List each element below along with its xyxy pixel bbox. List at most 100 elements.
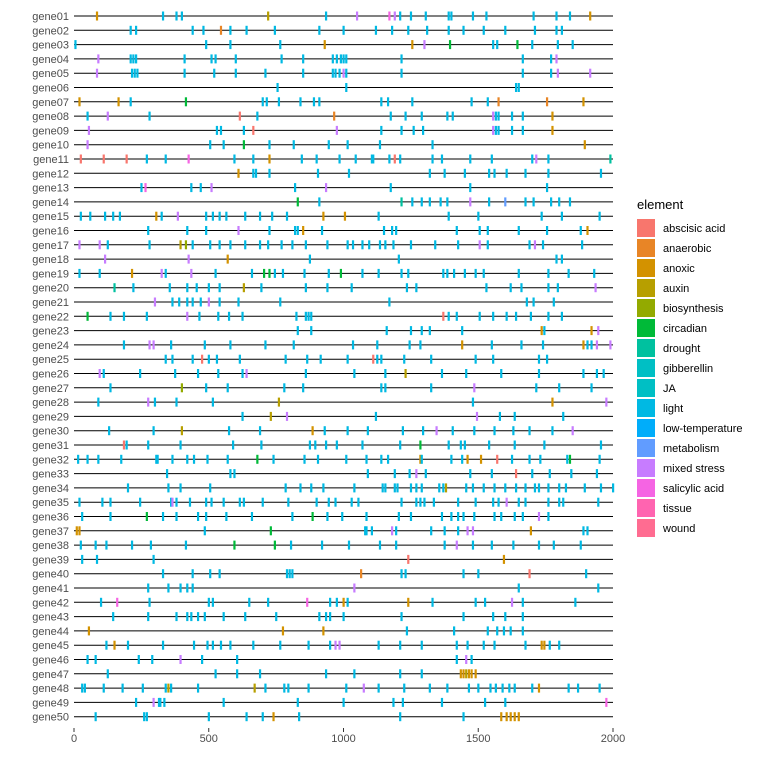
element-mark-gene08-16: [551, 111, 554, 121]
element-mark-gene43-7: [222, 612, 225, 622]
element-mark-gene43-8: [244, 612, 247, 622]
element-mark-gene25-8: [306, 354, 309, 364]
element-mark-gene11-8: [268, 154, 271, 164]
element-mark-gene21-1: [171, 297, 174, 307]
element-mark-gene47-11: [467, 669, 471, 679]
element-mark-gene10-4: [268, 140, 271, 150]
element-mark-gene50-9: [462, 712, 465, 722]
element-mark-gene42-12: [407, 597, 410, 607]
element-mark-gene24-14: [520, 340, 523, 350]
element-mark-gene27-8: [430, 383, 433, 393]
element-mark-gene24-4: [203, 340, 206, 350]
element-mark-gene04-13: [342, 54, 345, 64]
element-mark-gene34-3: [209, 483, 212, 493]
element-mark-gene16-18: [586, 226, 589, 235]
element-mark-gene41-1: [167, 583, 170, 593]
element-mark-gene21-0: [153, 297, 157, 307]
element-mark-gene40-10: [462, 569, 465, 579]
element-mark-gene35-20: [400, 497, 403, 507]
element-mark-gene44-0: [87, 626, 91, 636]
element-mark-gene11-24: [547, 154, 550, 164]
element-mark-gene41-6: [517, 583, 520, 593]
element-mark-gene45-9: [252, 640, 255, 650]
element-mark-gene36-26: [547, 512, 550, 521]
element-mark-gene05-9: [331, 68, 334, 78]
element-mark-gene45-16: [399, 640, 402, 650]
element-mark-gene07-6: [277, 97, 281, 107]
element-mark-gene46-2: [137, 655, 140, 664]
element-mark-gene16-8: [320, 226, 324, 235]
element-mark-gene02-0: [129, 25, 132, 35]
element-mark-gene48-0: [81, 683, 84, 693]
element-mark-gene42-16: [510, 597, 514, 607]
legend-swatch-abscisic-acid: [637, 219, 655, 237]
element-mark-gene05-4: [183, 68, 186, 78]
legend-swatch-wound: [637, 519, 655, 537]
element-mark-gene11-2: [125, 154, 128, 164]
element-mark-gene37-3: [269, 526, 272, 536]
element-mark-gene32-13: [303, 454, 306, 464]
element-mark-gene35-13: [261, 497, 264, 507]
element-mark-gene31-10: [361, 440, 364, 450]
element-mark-gene04-18: [555, 54, 558, 64]
element-mark-gene24-6: [264, 340, 267, 350]
element-mark-gene39-2: [152, 554, 155, 564]
element-mark-gene47-9: [462, 669, 465, 679]
element-mark-gene42-6: [267, 597, 270, 607]
element-mark-gene50-12: [509, 712, 512, 722]
element-mark-gene32-5: [156, 454, 159, 464]
element-mark-gene19-14: [339, 268, 343, 278]
element-mark-gene44-4: [453, 626, 456, 636]
gene-label-gene09: gene09: [32, 125, 69, 137]
element-mark-gene35-15: [315, 497, 318, 507]
element-mark-gene03-10: [516, 40, 519, 50]
element-mark-gene09-2: [219, 125, 223, 135]
element-mark-gene03-13: [571, 40, 574, 50]
element-mark-gene48-29: [567, 683, 570, 693]
element-mark-gene09-13: [510, 125, 514, 135]
element-mark-gene02-6: [245, 25, 248, 35]
legend-label-mixed-stress: mixed stress: [663, 463, 725, 475]
element-mark-gene38-5: [184, 540, 188, 550]
element-mark-gene05-13: [345, 68, 348, 78]
element-mark-gene35-0: [78, 497, 81, 507]
element-mark-gene07-8: [312, 97, 316, 107]
element-mark-gene02-4: [219, 25, 223, 35]
element-mark-gene14-13: [550, 197, 553, 207]
element-mark-gene12-3: [268, 168, 271, 178]
gene-label-gene35: gene35: [32, 497, 69, 509]
element-mark-gene09-9: [422, 125, 425, 135]
element-mark-gene41-0: [147, 583, 150, 593]
element-mark-gene11-20: [469, 154, 472, 164]
element-mark-gene22-20: [529, 311, 532, 321]
element-mark-gene04-6: [214, 54, 217, 64]
element-mark-gene21-9: [279, 297, 282, 307]
element-mark-gene01-10: [409, 11, 413, 21]
element-mark-gene11-21: [490, 154, 493, 164]
element-mark-gene26-12: [440, 369, 444, 378]
element-mark-gene30-13: [473, 426, 476, 436]
element-mark-gene35-22: [419, 497, 422, 507]
element-mark-gene48-8: [196, 683, 200, 693]
element-mark-gene15-8: [205, 211, 208, 221]
element-mark-gene01-16: [532, 11, 535, 21]
element-mark-gene43-2: [175, 612, 178, 622]
element-mark-gene04-7: [234, 54, 237, 64]
gene-label-gene46: gene46: [32, 655, 69, 667]
element-mark-gene22-11: [307, 311, 310, 321]
gene-label-gene38: gene38: [32, 540, 69, 552]
element-mark-gene15-10: [218, 211, 221, 221]
element-mark-gene48-15: [362, 683, 365, 693]
element-mark-gene35-25: [457, 497, 460, 507]
element-mark-gene36-16: [440, 512, 444, 521]
element-mark-gene40-1: [191, 569, 194, 579]
element-mark-gene02-16: [482, 25, 485, 35]
element-mark-gene21-10: [388, 297, 391, 307]
gene-label-gene39: gene39: [32, 554, 69, 566]
element-mark-gene25-9: [319, 354, 322, 364]
element-mark-gene02-2: [191, 25, 194, 35]
element-mark-gene08-9: [446, 111, 449, 121]
element-mark-gene42-15: [483, 597, 487, 607]
element-mark-gene38-12: [395, 540, 398, 550]
element-mark-gene01-6: [355, 11, 359, 21]
